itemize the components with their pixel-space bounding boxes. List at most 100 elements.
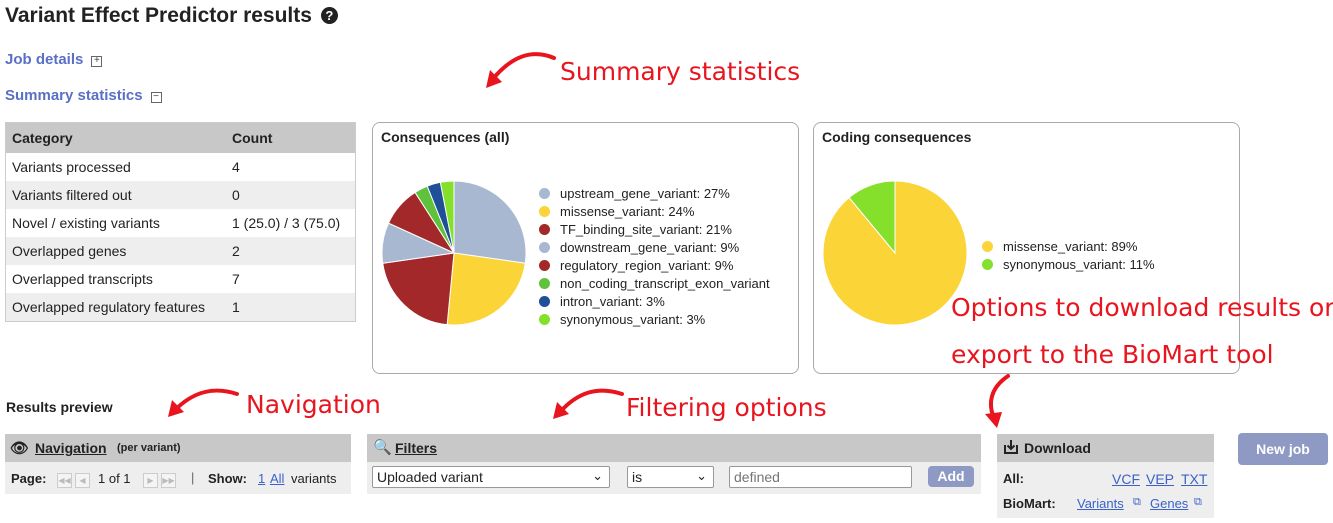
legend-item: missense_variant: 89% [982, 238, 1232, 256]
legend-swatch [539, 242, 550, 253]
legend-label: missense_variant: 89% [1003, 239, 1138, 254]
biomart-variants-link[interactable]: Variants [1077, 496, 1124, 511]
cell-count: 7 [226, 265, 356, 293]
legend-swatch [539, 314, 550, 325]
annotation-download-line2: export to the BioMart tool [951, 340, 1274, 369]
table-row: Novel / existing variants 1 (25.0) / 3 (7… [5, 209, 356, 237]
filter-field-select[interactable]: Uploaded variant ⌄ [372, 466, 610, 488]
legend-item: synonymous_variant: 3% [539, 311, 795, 329]
filter-operator-select[interactable]: is ⌄ [627, 466, 714, 488]
legend-label: synonymous_variant: 11% [1003, 257, 1155, 272]
last-page-icon: ▶▶ [161, 473, 176, 488]
download-title: Download [1024, 440, 1091, 456]
chevron-down-icon: ⌄ [696, 468, 707, 483]
table-row: Overlapped genes 2 [5, 237, 356, 265]
table-row: Overlapped transcripts 7 [5, 265, 356, 293]
expand-icon[interactable]: + [91, 56, 103, 67]
cell-category: Overlapped regulatory features [5, 293, 226, 322]
next-page-button[interactable]: ▶ [143, 470, 158, 488]
legend-label: TF_binding_site_variant: 21% [560, 222, 732, 237]
filter-value-input[interactable] [729, 466, 912, 488]
filters-controls: Uploaded variant ⌄ is ⌄ Add [367, 462, 981, 494]
download-header: Download [997, 434, 1214, 462]
legend-swatch [539, 188, 550, 199]
show-one-link[interactable]: 1 [258, 471, 266, 486]
cell-count: 0 [226, 181, 356, 209]
pie-slice-TF-binding-site-variant [382, 252, 455, 326]
legend-swatch [982, 259, 993, 270]
prev-page-button[interactable]: ◀ [75, 470, 90, 488]
cell-category: Overlapped transcripts [5, 265, 226, 293]
annotation-summary: Summary statistics [560, 57, 801, 86]
cell-count: 4 [226, 153, 356, 181]
show-all-link[interactable]: All [270, 471, 285, 486]
filters-header: 🔍 Filters [367, 434, 981, 462]
chevron-down-icon: ⌄ [592, 468, 603, 483]
pie-slice-synonymous-variant [439, 180, 455, 254]
prev-page-icon: ◀ [75, 473, 90, 488]
show-label: Show: [208, 471, 247, 486]
vcf-link[interactable]: VCF [1112, 471, 1140, 487]
legend-swatch [982, 241, 993, 252]
question-circle-icon[interactable]: ? [320, 7, 338, 24]
external-link-icon: ⧉ [1133, 496, 1141, 508]
summary-statistics-label[interactable]: Summary statistics [5, 87, 143, 104]
txt-link[interactable]: TXT [1181, 471, 1208, 487]
coding-consequences-panel: Coding consequences missense_variant: 89… [813, 122, 1240, 374]
job-details-toggle[interactable]: Job details + [5, 51, 103, 68]
cell-category: Novel / existing variants [5, 209, 226, 237]
add-filter-button[interactable]: Add [928, 466, 974, 487]
legend-label: intron_variant: 3% [560, 294, 665, 309]
vep-link[interactable]: VEP [1146, 471, 1175, 487]
legend-item: upstream_gene_variant: 27% [539, 185, 795, 203]
consequences-all-pie [381, 180, 527, 326]
cell-count: 2 [226, 237, 356, 265]
search-icon: 🔍 [373, 439, 392, 456]
cell-category: Variants filtered out [5, 181, 226, 209]
collapse-icon[interactable]: − [150, 92, 162, 103]
header-category: Category [5, 122, 226, 153]
download-icon [1004, 440, 1018, 454]
last-page-button[interactable]: ▶▶ [161, 470, 176, 488]
new-job-button[interactable]: New job [1238, 433, 1328, 465]
show-suffix: variants [291, 471, 337, 486]
filter-operator-value: is [632, 469, 643, 485]
page-title-text: Variant Effect Predictor results [5, 4, 312, 27]
annotation-navigation: Navigation [246, 390, 381, 419]
summary-statistics-table: Category Count Variants processed 4 Varia… [5, 122, 356, 322]
legend-label: synonymous_variant: 3% [560, 312, 706, 327]
legend-swatch [539, 206, 550, 217]
job-details-label[interactable]: Job details [5, 51, 84, 68]
navigation-title[interactable]: Navigation [35, 440, 107, 456]
chart-title: Consequences (all) [381, 129, 510, 145]
navigation-header: 👁 Navigation (per variant) [5, 434, 351, 462]
legend-item: downstream_gene_variant: 9% [539, 239, 795, 257]
header-count: Count [226, 122, 356, 153]
chart-title: Coding consequences [822, 129, 972, 145]
pie-slice-synonymous-variant [848, 180, 896, 255]
cell-category: Variants processed [5, 153, 226, 181]
cell-category: Overlapped genes [5, 237, 226, 265]
results-preview-heading: Results preview [6, 399, 113, 415]
legend-item: regulatory_region_variant: 9% [539, 257, 795, 275]
download-options: All: VCF VEP TXT BioMart: Variants ⧉ Gen… [997, 462, 1214, 518]
legend-item: missense_variant: 24% [539, 203, 795, 221]
cell-count: 1 [226, 293, 356, 322]
all-label: All: [1003, 471, 1024, 486]
legend-label: non_coding_transcript_exon_variant [560, 276, 770, 291]
navigation-subtitle: (per variant) [117, 442, 181, 454]
legend-label: regulatory_region_variant: 9% [560, 258, 734, 273]
coding-consequences-pie [822, 180, 968, 326]
table-header-row: Category Count [5, 122, 356, 153]
legend-label: upstream_gene_variant: 27% [560, 186, 730, 201]
annotation-download-line1: Options to download results or [951, 293, 1333, 322]
summary-statistics-toggle[interactable]: Summary statistics − [5, 87, 162, 104]
first-page-button[interactable]: ◀◀ [57, 470, 72, 488]
legend-swatch [539, 278, 550, 289]
filters-title[interactable]: Filters [395, 440, 438, 456]
biomart-genes-link[interactable]: Genes [1150, 496, 1189, 511]
first-page-icon: ◀◀ [57, 473, 72, 488]
eye-icon: 👁 [10, 440, 30, 457]
coding-consequences-legend: missense_variant: 89% synonymous_variant… [982, 238, 1232, 274]
table-row: Variants processed 4 [5, 153, 356, 181]
